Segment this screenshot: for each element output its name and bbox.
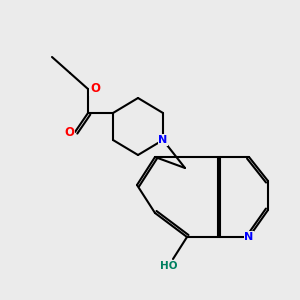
Text: N: N: [158, 135, 168, 145]
Text: O: O: [90, 82, 100, 95]
Text: O: O: [64, 125, 74, 139]
Text: HO: HO: [160, 261, 178, 271]
Text: N: N: [244, 232, 253, 242]
